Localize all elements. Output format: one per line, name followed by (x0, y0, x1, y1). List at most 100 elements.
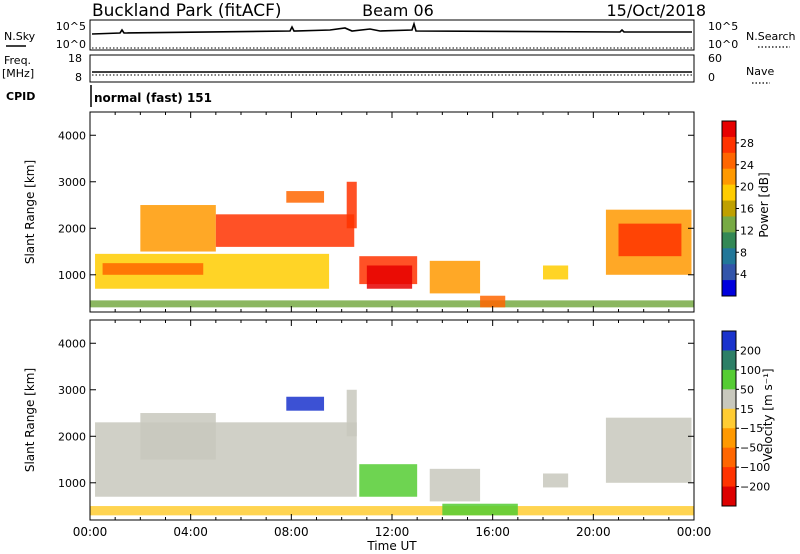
nsearch-top-tick: 10^5 (708, 20, 738, 33)
power-colorbar-swatch (722, 216, 736, 233)
velocity-colorbar-swatch (722, 389, 736, 410)
power-colorbar-tick-label: 24 (740, 159, 754, 172)
velocity-echo-region (140, 413, 216, 460)
power-echo-region (543, 265, 569, 280)
power-colorbar: 28 24 20 16 12 8 4 (721, 120, 754, 297)
power-echo-region (429, 260, 481, 294)
velocity-echo-region (605, 417, 692, 483)
power-colorbar-swatch (722, 200, 736, 217)
date-label: 15/Oct/2018 (606, 1, 706, 20)
power-ytick-label: 3000 (58, 176, 86, 189)
velocity-colorbar-swatch (722, 331, 736, 351)
xaxis-label: Time UT (366, 539, 417, 553)
beam-label: Beam 06 (362, 1, 434, 20)
power-colorbar-tick-label: 16 (740, 203, 754, 216)
power-echo-region (366, 265, 413, 289)
power-echo-region (346, 181, 357, 229)
power-panel (90, 181, 694, 308)
power-echo-region (102, 263, 204, 275)
velocity-colorbar-swatch (722, 447, 736, 468)
velocity-echo-region (346, 389, 357, 437)
power-ytick-label: 1000 (58, 269, 86, 282)
power-echo-region (215, 214, 355, 247)
power-echo-region (286, 191, 325, 203)
power-colorbar-tick-label: 20 (740, 181, 754, 194)
velocity-colorbar: 200 100 50 15 −15 −50 −100 −200 (721, 330, 770, 507)
velocity-colorbar-label: Velocity [m s⁻¹] (761, 368, 775, 461)
nsky-trace (91, 21, 692, 35)
nave-top-tick: 60 (708, 52, 722, 65)
power-echo-region (140, 205, 216, 252)
velocity-colorbar-tick-label: −50 (740, 442, 763, 455)
power-echo-region (618, 223, 682, 257)
velocity-ytick-label: 3000 (58, 384, 86, 397)
velocity-colorbar-tick-label: −200 (740, 481, 770, 494)
velocity-colorbar-swatch (722, 408, 736, 429)
velocity-colorbar-swatch (722, 467, 736, 488)
nave-label: Nave (746, 65, 774, 78)
power-colorbar-swatch (722, 248, 736, 265)
velocity-colorbar-tick-label: −15 (740, 422, 763, 435)
power-colorbar-tick-label: 8 (740, 246, 747, 259)
nsky-bottom-tick: 10^0 (56, 38, 86, 51)
power-colorbar-swatch (722, 168, 736, 186)
power-colorbar-tick-label: 4 (740, 268, 747, 281)
velocity-colorbar-frame (721, 330, 737, 507)
xtick-label: 00:00 (73, 525, 108, 539)
nsearch-label: N.Search (746, 30, 796, 43)
power-colorbar-swatch (722, 184, 736, 202)
xtick-label: 04:00 (173, 525, 208, 539)
velocity-ytick-label: 2000 (58, 430, 86, 443)
power-colorbar-swatch (722, 280, 736, 297)
velocity-echo-region (442, 503, 518, 516)
power-colorbar-label: Power [dB] (757, 172, 771, 237)
power-colorbar-swatch (722, 232, 736, 249)
power-colorbar-tick-label: 28 (740, 137, 754, 150)
freq-strip-frame (89, 54, 695, 83)
xtick-label: 00:00 (677, 525, 712, 539)
velocity-ytick-label: 4000 (58, 337, 86, 350)
velocity-echo-region (286, 396, 325, 411)
cpid-value: normal (fast) 151 (94, 91, 212, 105)
freq-label: Freq. (4, 54, 31, 67)
power-echo-region (90, 300, 694, 308)
nave-bottom-tick: 0 (708, 71, 715, 84)
velocity-colorbar-swatch (722, 428, 736, 449)
velocity-colorbar-tick-label: 15 (740, 403, 754, 416)
velocity-colorbar-swatch (722, 369, 736, 390)
velocity-echo-region (543, 473, 569, 488)
power-ytick-label: 4000 (58, 129, 86, 142)
nsky-label: N.Sky (4, 30, 36, 43)
nsky-strip-frame (89, 19, 695, 51)
power-colorbar-tick-label: 12 (740, 224, 754, 237)
power-colorbar-swatch (722, 136, 736, 154)
velocity-ytick-label: 1000 (58, 477, 86, 490)
power-ytick-label: 2000 (58, 222, 86, 235)
nsearch-bottom-tick: 10^0 (708, 38, 738, 51)
velocity-colorbar-tick-label: 50 (740, 383, 754, 396)
xtick-label: 20:00 (576, 525, 611, 539)
power-echo-region (480, 295, 506, 308)
xtick-label: 12:00 (375, 525, 410, 539)
xtick-label: 16:00 (475, 525, 510, 539)
velocity-panel (90, 389, 694, 516)
velocity-yaxis-label: Slant Range [km] (23, 368, 37, 472)
velocity-colorbar-tick-label: 200 (740, 344, 761, 357)
power-colorbar-swatch (722, 264, 736, 281)
nsky-top-tick: 10^5 (56, 20, 86, 33)
velocity-colorbar-tick-label: 100 (740, 364, 761, 377)
power-colorbar-swatch (722, 121, 736, 138)
power-yaxis-label: Slant Range [km] (23, 160, 37, 264)
velocity-echo-region (95, 422, 357, 497)
velocity-colorbar-tick-label: −100 (740, 461, 770, 474)
freq-unit-label: [MHz] (2, 67, 34, 80)
velocity-echo-region (429, 468, 481, 502)
station-title: Buckland Park (fitACF) (92, 1, 282, 21)
velocity-colorbar-swatch (722, 350, 736, 371)
velocity-colorbar-swatch (722, 486, 736, 507)
freq-top-tick: 18 (68, 52, 82, 65)
velocity-echo-region (359, 464, 418, 497)
velocity-echo-region (90, 506, 694, 516)
freq-bottom-tick: 8 (75, 71, 82, 84)
